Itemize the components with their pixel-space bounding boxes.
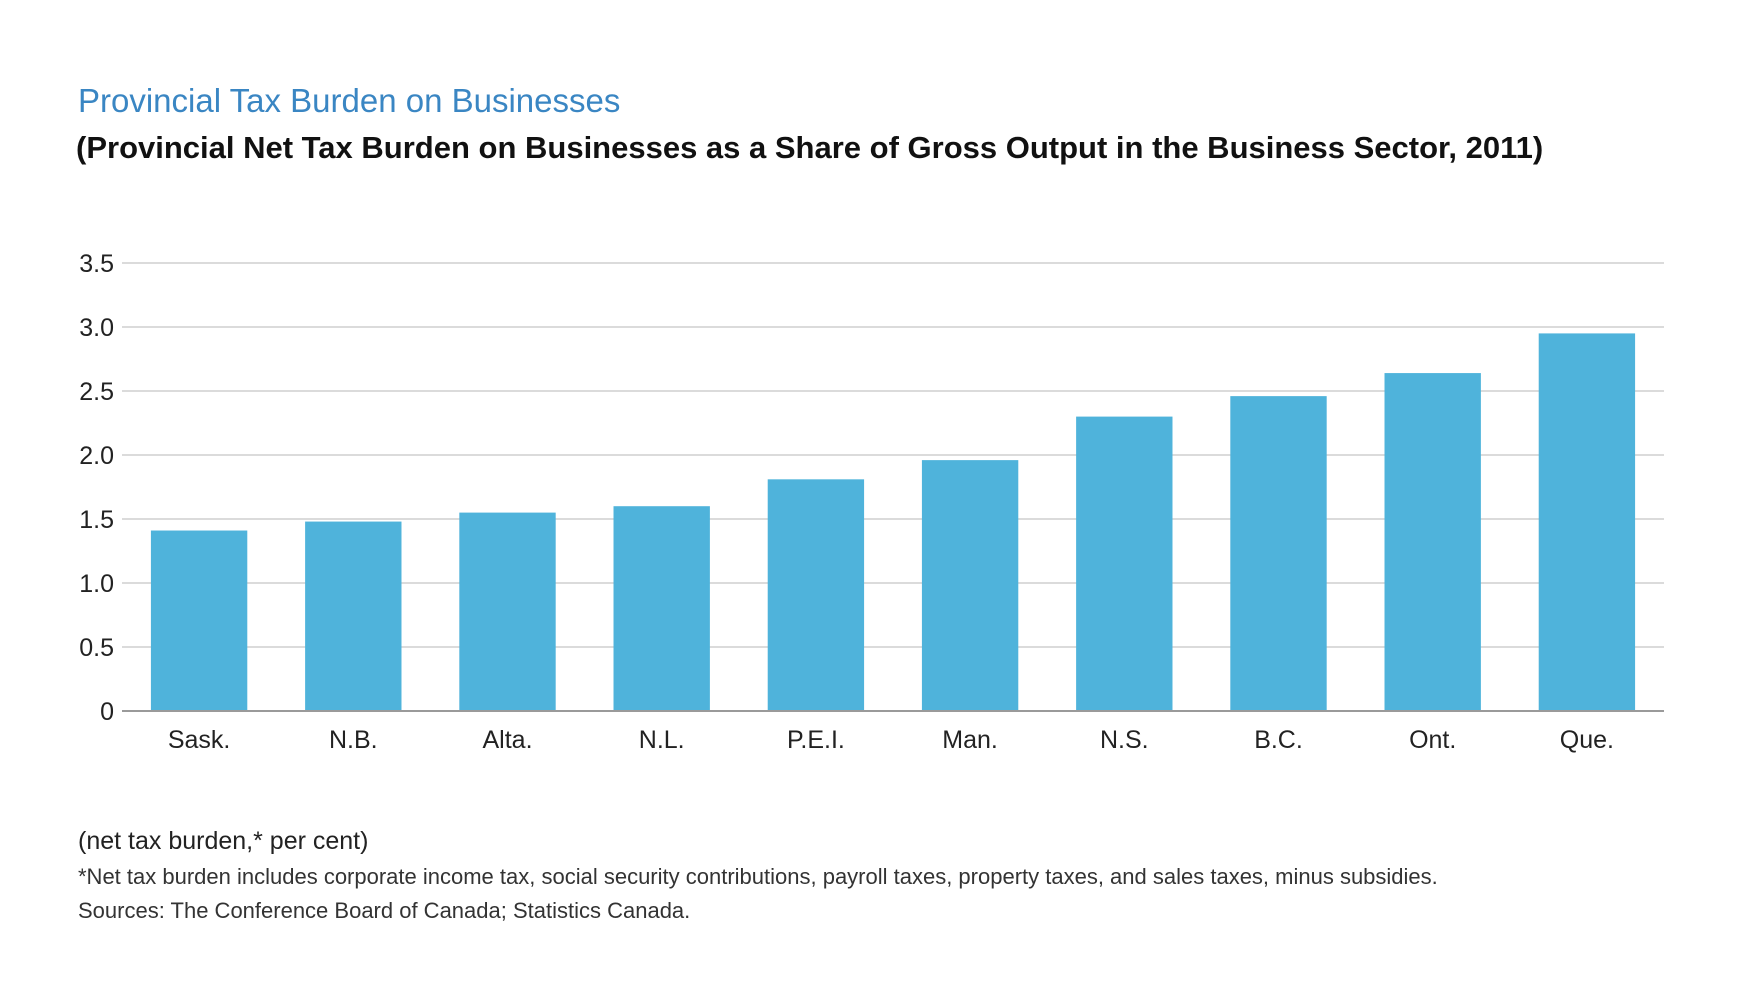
bar bbox=[921, 460, 1019, 711]
chart-footer: (net tax burden,* per cent) *Net tax bur… bbox=[78, 827, 1438, 924]
bar bbox=[1230, 396, 1327, 711]
y-axis-label: (net tax burden,* per cent) bbox=[78, 827, 369, 855]
y-tick-label: 0.5 bbox=[79, 634, 114, 662]
bar bbox=[1076, 416, 1173, 711]
x-tick-label: Alta. bbox=[482, 726, 532, 754]
bar bbox=[150, 530, 248, 711]
chart-title: Provincial Tax Burden on Businesses bbox=[78, 82, 621, 119]
footnote: *Net tax burden includes corporate incom… bbox=[78, 864, 1438, 889]
bar bbox=[1384, 373, 1481, 711]
chart-subtitle: (Provincial Net Tax Burden on Businesses… bbox=[76, 130, 1544, 165]
x-tick-label: Ont. bbox=[1409, 726, 1456, 754]
bar bbox=[767, 479, 865, 711]
bar bbox=[305, 521, 402, 711]
y-tick-label: 1.5 bbox=[79, 506, 114, 534]
sources: Sources: The Conference Board of Canada;… bbox=[78, 898, 691, 923]
y-tick-label: 2.5 bbox=[79, 378, 114, 406]
x-tick-label: N.B. bbox=[329, 726, 378, 754]
x-tick-label: Man. bbox=[942, 726, 998, 754]
bar bbox=[613, 506, 710, 711]
y-tick-label: 3.0 bbox=[79, 314, 114, 342]
y-tick-label: 3.5 bbox=[79, 250, 114, 278]
x-tick-label: Que. bbox=[1560, 726, 1614, 754]
y-tick-label: 2.0 bbox=[79, 442, 114, 470]
x-tick-label: P.E.I. bbox=[787, 726, 845, 754]
x-tick-label: Sask. bbox=[168, 726, 231, 754]
x-tick-label: N.L. bbox=[639, 726, 685, 754]
x-tick-label: B.C. bbox=[1254, 726, 1303, 754]
bar bbox=[1538, 333, 1636, 711]
x-tick-label: N.S. bbox=[1100, 726, 1149, 754]
bar bbox=[459, 512, 556, 711]
y-tick-label: 1.0 bbox=[79, 570, 114, 598]
y-tick-label: 0 bbox=[100, 698, 114, 726]
